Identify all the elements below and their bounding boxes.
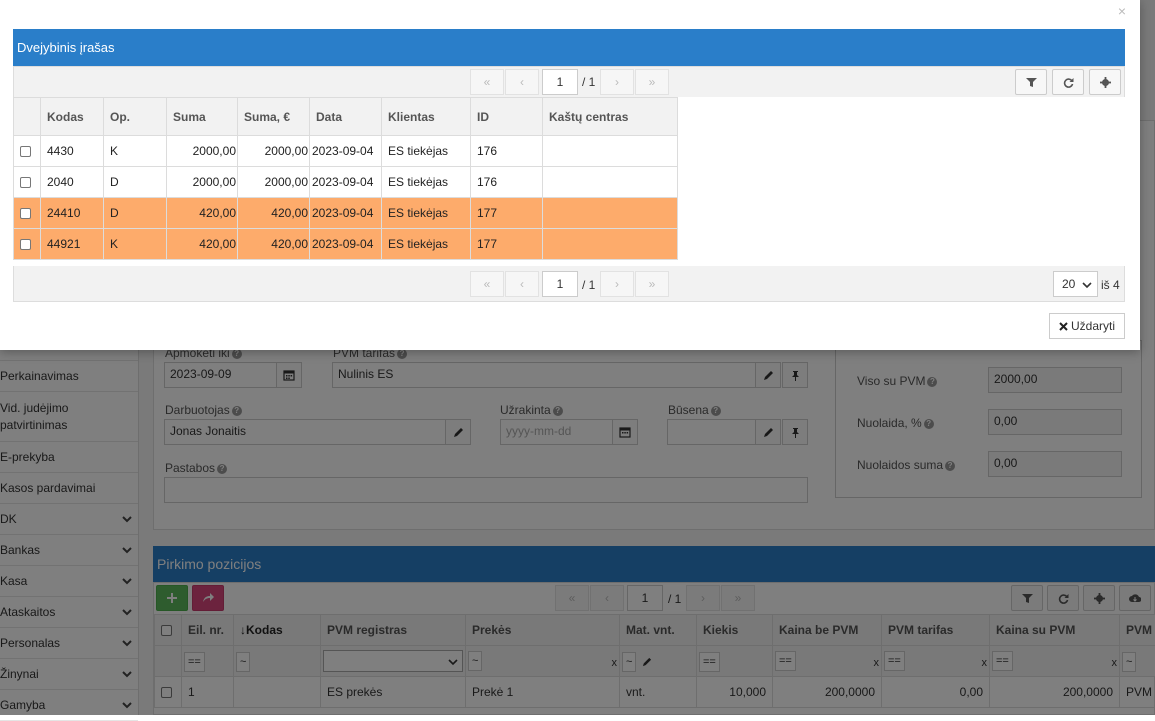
cell-suma: 2000,00 <box>167 167 238 198</box>
cell-suma: 420,00 <box>167 229 238 260</box>
cell-suma-eur: 420,00 <box>238 229 310 260</box>
cell-kodas: 2040 <box>41 167 104 198</box>
table-row-highlighted[interactable]: 44921 K 420,00 420,00 2023-09-04 ES tiek… <box>14 229 678 260</box>
table-row[interactable]: 2040 D 2000,00 2000,00 2023-09-04 ES tie… <box>14 167 678 198</box>
modal-title: Dvejybinis įrašas <box>17 40 115 55</box>
first-page-button[interactable]: « <box>470 271 504 297</box>
cell-suma-eur: 2000,00 <box>238 136 310 167</box>
page-total: / 1 <box>582 278 595 292</box>
col-kastu-centras[interactable]: Kaštų centras <box>543 98 678 136</box>
cell-id: 177 <box>471 198 543 229</box>
refresh-icon <box>1063 77 1074 88</box>
row-checkbox[interactable] <box>14 136 41 167</box>
row-checkbox[interactable] <box>14 198 41 229</box>
cell-klientas: ES tiekėjas <box>382 136 471 167</box>
table-row-highlighted[interactable]: 24410 D 420,00 420,00 2023-09-04 ES tiek… <box>14 198 678 229</box>
uzdaryti-label: Uždaryti <box>1071 319 1115 333</box>
page-input[interactable]: 1 <box>542 271 578 297</box>
col-klientas[interactable]: Klientas <box>382 98 471 136</box>
dvejybinis-irasas-modal: × Dvejybinis įrašas « ‹ 1 / 1 › » Kodas … <box>0 0 1140 350</box>
cell-suma-eur: 2000,00 <box>238 167 310 198</box>
cell-op: D <box>104 198 167 229</box>
cell-id: 177 <box>471 229 543 260</box>
cell-op: K <box>104 136 167 167</box>
col-op[interactable]: Op. <box>104 98 167 136</box>
col-suma-eur[interactable]: Suma, € <box>238 98 310 136</box>
last-page-button[interactable]: » <box>635 69 669 95</box>
cell-klientas: ES tiekėjas <box>382 229 471 260</box>
cell-op: K <box>104 229 167 260</box>
cell-kastu <box>543 229 678 260</box>
prev-page-button[interactable]: ‹ <box>505 69 539 95</box>
cell-data: 2023-09-04 <box>310 167 382 198</box>
page-total: / 1 <box>582 75 595 89</box>
cell-kastu <box>543 136 678 167</box>
cell-kodas: 4430 <box>41 136 104 167</box>
row-checkbox[interactable] <box>14 229 41 260</box>
modal-header-row: Kodas Op. Suma Suma, € Data Klientas ID … <box>14 98 678 136</box>
cell-kodas: 44921 <box>41 229 104 260</box>
cell-suma: 420,00 <box>167 198 238 229</box>
first-page-button[interactable]: « <box>470 69 504 95</box>
cell-kastu <box>543 167 678 198</box>
cell-suma-eur: 420,00 <box>238 198 310 229</box>
page-size-value: 20 <box>1062 277 1075 291</box>
cell-data: 2023-09-04 <box>310 198 382 229</box>
cell-data: 2023-09-04 <box>310 136 382 167</box>
cell-klientas: ES tiekėjas <box>382 198 471 229</box>
cell-klientas: ES tiekėjas <box>382 167 471 198</box>
close-icon <box>1059 322 1068 331</box>
page-size-select[interactable]: 20 <box>1053 271 1098 297</box>
next-page-button[interactable]: › <box>600 69 634 95</box>
row-checkbox[interactable] <box>14 167 41 198</box>
col-data[interactable]: Data <box>310 98 382 136</box>
cell-data: 2023-09-04 <box>310 229 382 260</box>
table-row[interactable]: 4430 K 2000,00 2000,00 2023-09-04 ES tie… <box>14 136 678 167</box>
modal-table: Kodas Op. Suma Suma, € Data Klientas ID … <box>13 97 678 260</box>
filter-icon <box>1026 77 1037 88</box>
record-count: iš 4 <box>1101 278 1120 292</box>
next-page-button[interactable]: › <box>600 271 634 297</box>
chevron-down-icon <box>1082 280 1092 290</box>
cell-kodas: 24410 <box>41 198 104 229</box>
uzdaryti-button[interactable]: Uždaryti <box>1049 313 1125 339</box>
refresh-button[interactable] <box>1052 69 1084 95</box>
cell-id: 176 <box>471 136 543 167</box>
cell-kastu <box>543 198 678 229</box>
cell-op: D <box>104 167 167 198</box>
close-icon[interactable]: × <box>1118 3 1126 19</box>
prev-page-button[interactable]: ‹ <box>505 271 539 297</box>
cell-suma: 2000,00 <box>167 136 238 167</box>
modal-header: Dvejybinis įrašas <box>13 29 1125 66</box>
last-page-button[interactable]: » <box>635 271 669 297</box>
settings-button[interactable] <box>1089 69 1121 95</box>
col-kodas[interactable]: Kodas <box>41 98 104 136</box>
cell-id: 176 <box>471 167 543 198</box>
modal-table-scroll[interactable]: Kodas Op. Suma Suma, € Data Klientas ID … <box>13 97 1125 266</box>
col-select <box>14 98 41 136</box>
col-suma[interactable]: Suma <box>167 98 238 136</box>
page-input[interactable]: 1 <box>542 69 578 95</box>
gear-icon <box>1100 77 1111 88</box>
filter-button[interactable] <box>1015 69 1047 95</box>
col-id[interactable]: ID <box>471 98 543 136</box>
